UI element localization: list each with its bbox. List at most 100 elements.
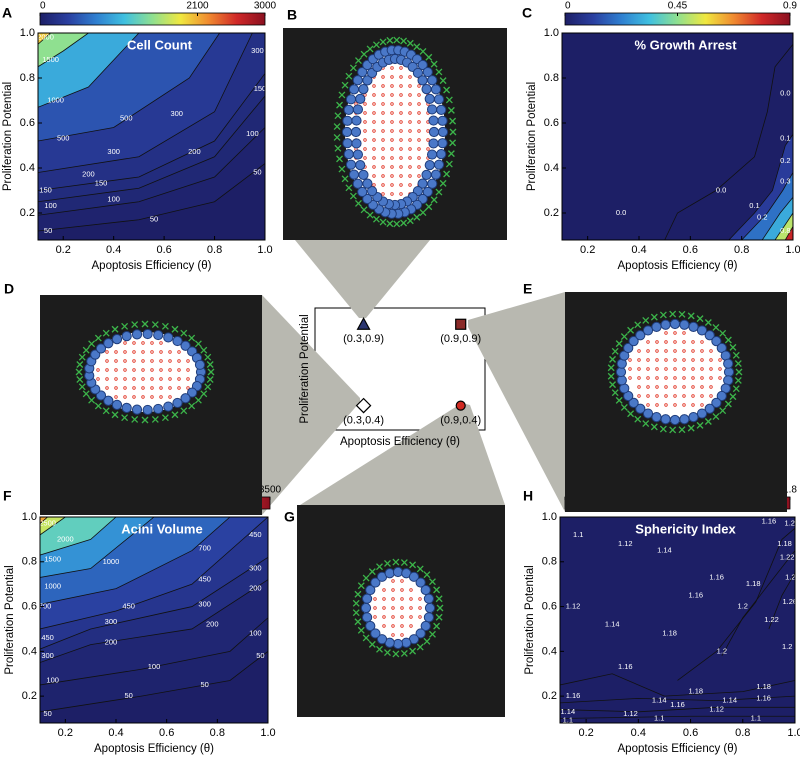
cell-dot: [168, 368, 172, 372]
marker-x: [696, 421, 704, 429]
marker-x: [180, 407, 188, 415]
contour-label: 1000: [47, 95, 64, 104]
contour-label: 100: [246, 129, 259, 138]
marker-x: [627, 326, 635, 334]
marker-x: [357, 582, 365, 590]
cell-dot: [400, 624, 404, 628]
cell: [436, 149, 447, 160]
cell: [628, 336, 639, 347]
contour-label: 1.22: [764, 615, 779, 624]
cell-dot: [664, 403, 668, 407]
x-tick-label: 0.2: [58, 727, 73, 739]
cell-dot: [682, 367, 686, 371]
plot-frame: [561, 32, 794, 241]
cell-dot: [177, 368, 181, 372]
contour-label: 100: [249, 628, 262, 637]
marker-x: [724, 400, 732, 408]
marker-x: [423, 637, 431, 645]
cell: [417, 178, 428, 189]
cell: [428, 115, 439, 126]
panel-label: B: [287, 7, 297, 23]
cell-dot: [381, 138, 385, 142]
contour-label: 1.16: [709, 572, 724, 581]
marker-x: [416, 565, 424, 573]
contour-label: 1.1: [573, 530, 583, 539]
cell-dot: [655, 349, 659, 353]
contour-line: [560, 695, 795, 704]
contour-label: 1.16: [618, 662, 633, 671]
cell-dot: [390, 174, 394, 178]
cell-dot: [186, 386, 190, 390]
cell: [615, 366, 627, 378]
panel-label: G: [284, 509, 295, 525]
cell: [370, 577, 381, 588]
cell-dot: [709, 385, 713, 389]
cell-dot: [381, 120, 385, 124]
contour-label: 300: [41, 651, 54, 660]
marker-x: [368, 568, 376, 576]
cell-dot: [655, 358, 659, 362]
cell-dot: [628, 376, 632, 380]
cell-dot: [418, 606, 422, 610]
cell-dot: [691, 394, 695, 398]
cell-dot: [372, 183, 376, 187]
marker-x: [413, 43, 421, 51]
cell: [90, 349, 101, 360]
cell-dot: [408, 111, 412, 115]
cell-dot: [381, 147, 385, 151]
cell-dot: [664, 385, 668, 389]
contour-label: 1.2: [738, 602, 748, 611]
marker-x: [372, 215, 380, 223]
cell-dot: [105, 359, 109, 363]
cell-dot: [399, 93, 403, 97]
cell: [669, 414, 681, 426]
cell-dot: [709, 358, 713, 362]
cell-dot: [400, 597, 404, 601]
cell-dot: [177, 359, 181, 363]
marker-x: [435, 595, 443, 603]
point: [455, 400, 466, 411]
marker-x: [425, 203, 433, 211]
marker-x: [607, 364, 615, 372]
cell-dot: [417, 102, 421, 106]
contour-label: 1000: [103, 557, 120, 566]
marker-x: [712, 413, 720, 421]
cell-dot: [391, 606, 395, 610]
cell-dot: [177, 386, 181, 390]
contour-label: 1.1: [654, 714, 664, 723]
cell: [343, 104, 354, 115]
marker-x: [386, 220, 394, 228]
plot-area: 2000150010005005003003003002002001501501…: [38, 33, 265, 240]
cell: [103, 395, 114, 406]
contour-line: [677, 527, 795, 681]
cell-dot: [408, 183, 412, 187]
marker-x: [161, 322, 169, 330]
cell-dot: [141, 350, 145, 354]
cell: [142, 328, 153, 340]
cell-dot: [132, 368, 136, 372]
marker-x: [615, 340, 623, 348]
colorbar-tick-label: 0: [565, 1, 571, 12]
marker-x: [611, 389, 619, 397]
cell-dot: [399, 174, 403, 178]
contour-label: 0.8: [780, 226, 790, 235]
x-tick-label: 0.4: [631, 244, 646, 256]
cell-dot: [373, 615, 377, 619]
cell: [341, 126, 353, 138]
marker-x: [620, 333, 628, 341]
cell-dot: [646, 349, 650, 353]
marker-x: [121, 322, 129, 330]
contour-label: 1.12: [709, 705, 724, 714]
cell-dot: [114, 368, 118, 372]
simulation-image: [565, 292, 787, 512]
cell-dot: [123, 359, 127, 363]
contour-line: [40, 617, 268, 686]
cell: [392, 638, 404, 650]
cell-dot: [417, 174, 421, 178]
cell-dot: [409, 597, 413, 601]
marker-x: [200, 390, 208, 398]
cell-dot: [418, 597, 422, 601]
cell-dot: [132, 377, 136, 381]
contour-line: [40, 651, 268, 713]
cell-dot: [390, 192, 394, 196]
